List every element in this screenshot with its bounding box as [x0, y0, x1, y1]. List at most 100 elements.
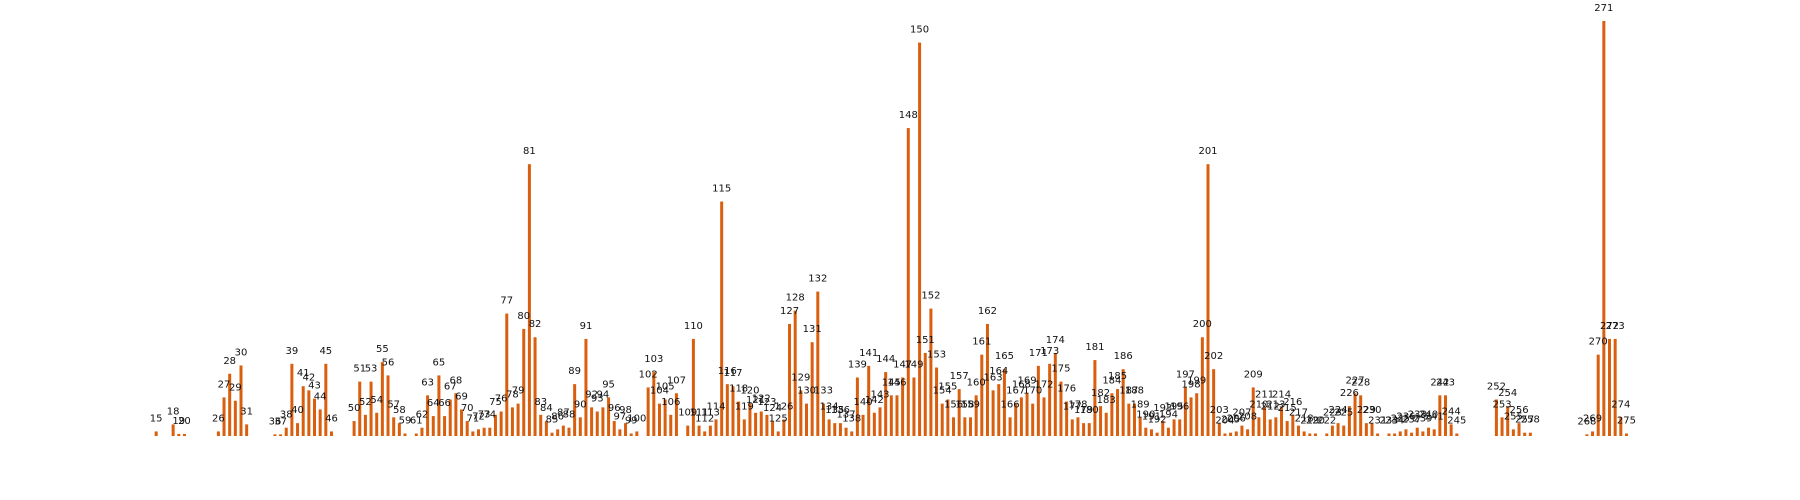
bar-label-66: 66	[438, 398, 451, 409]
bar-92	[590, 407, 594, 437]
bar-184	[1110, 393, 1114, 436]
bar-label-238: 238	[1408, 410, 1427, 421]
bar-154	[940, 403, 944, 436]
bar-label-76: 76	[495, 394, 508, 405]
bar-label-19: 19	[172, 416, 185, 427]
bar-105	[663, 399, 667, 436]
bar-label-254: 254	[1498, 388, 1517, 399]
bar-131	[810, 342, 814, 436]
bar-148	[906, 128, 910, 436]
bar-label-235: 235	[1391, 413, 1410, 424]
bar-label-123: 123	[757, 397, 776, 408]
bar-label-106: 106	[661, 397, 680, 408]
bar-271	[1602, 21, 1606, 436]
bar-162	[985, 323, 989, 436]
bar-label-44: 44	[314, 391, 327, 402]
bar-label-245: 245	[1447, 416, 1466, 427]
bar-196	[1178, 419, 1182, 436]
bar-label-273: 273	[1606, 321, 1625, 332]
bar-106	[669, 414, 673, 436]
bar-label-161: 161	[972, 337, 991, 348]
bar-203	[1217, 423, 1221, 436]
bar-label-229: 229	[1357, 405, 1376, 416]
bar-label-75: 75	[489, 397, 502, 408]
bar-label-162: 162	[978, 306, 997, 317]
bar-label-179: 179	[1074, 405, 1093, 416]
bar-144	[884, 372, 888, 436]
bar-153	[935, 367, 939, 436]
bar-label-121: 121	[746, 395, 765, 406]
bar-240	[1427, 427, 1431, 436]
bar-94	[601, 407, 605, 437]
bar-157	[957, 389, 961, 437]
bar-164	[997, 384, 1001, 437]
bar-129	[799, 390, 803, 436]
bar-label-258: 258	[1521, 415, 1540, 426]
bar-label-184: 184	[1102, 375, 1121, 386]
bar-label-219: 219	[1300, 416, 1319, 427]
bar-label-172: 172	[1034, 379, 1053, 390]
bar-label-155: 155	[938, 381, 957, 392]
bar-label-268: 268	[1577, 416, 1596, 427]
bar-86	[556, 429, 560, 436]
bar-82	[533, 337, 537, 436]
bar-51	[358, 381, 362, 436]
bar-268	[1585, 434, 1589, 436]
bar-171	[1036, 365, 1040, 436]
bar-178	[1076, 417, 1080, 436]
bar-126	[782, 419, 786, 436]
bar-label-181: 181	[1085, 342, 1104, 353]
bar-label-216: 216	[1283, 397, 1302, 408]
bar-134	[827, 419, 831, 436]
bar-label-242: 242	[1430, 377, 1449, 388]
bar-190	[1144, 427, 1148, 436]
bar-65	[437, 375, 441, 436]
bar-label-183: 183	[1097, 395, 1116, 406]
bar-27	[222, 397, 226, 436]
bar-83	[539, 414, 543, 436]
bar-label-223: 223	[1323, 408, 1342, 419]
bar-label-227: 227	[1345, 375, 1364, 386]
bar-label-109: 109	[678, 408, 697, 419]
bar-label-52: 52	[359, 397, 372, 408]
bar-149	[912, 377, 916, 436]
bar-152	[929, 308, 933, 437]
bar-226	[1347, 406, 1351, 436]
bar-label-93: 93	[591, 394, 604, 405]
bar-label-136: 136	[831, 405, 850, 416]
bar-104	[657, 403, 661, 436]
bar-229	[1364, 423, 1368, 436]
bar-123	[765, 414, 769, 436]
bar-118	[737, 401, 741, 437]
bar-label-208: 208	[1238, 411, 1257, 422]
bars-group	[154, 21, 1628, 437]
bar-label-252: 252	[1487, 381, 1506, 392]
bar-label-151: 151	[916, 335, 935, 346]
bar-label-147: 147	[893, 359, 912, 370]
bar-label-142: 142	[865, 395, 884, 406]
bar-173	[1048, 363, 1052, 436]
bar-79	[516, 403, 520, 436]
bar-label-165: 165	[995, 351, 1014, 362]
bar-73	[482, 427, 486, 436]
bar-label-61: 61	[410, 416, 423, 427]
bar-label-256: 256	[1509, 405, 1528, 416]
bar-label-135: 135	[825, 405, 844, 416]
bar-239	[1421, 431, 1425, 437]
bar-label-257: 257	[1515, 415, 1534, 426]
bar-label-174: 174	[1046, 335, 1065, 346]
bar-label-37: 37	[274, 416, 287, 427]
bar-233	[1387, 433, 1391, 436]
bar-256	[1517, 423, 1521, 436]
bar-label-36: 36	[269, 416, 282, 427]
bar-231	[1376, 433, 1380, 436]
bar-label-243: 243	[1436, 377, 1455, 388]
bar-label-197: 197	[1176, 369, 1195, 380]
bar-label-56: 56	[382, 357, 395, 368]
bar-label-225: 225	[1334, 408, 1353, 419]
bar-93	[595, 411, 599, 436]
bar-43	[313, 398, 317, 436]
bar-label-53: 53	[365, 364, 378, 375]
bar-151	[923, 353, 927, 436]
bar-202	[1212, 369, 1216, 436]
